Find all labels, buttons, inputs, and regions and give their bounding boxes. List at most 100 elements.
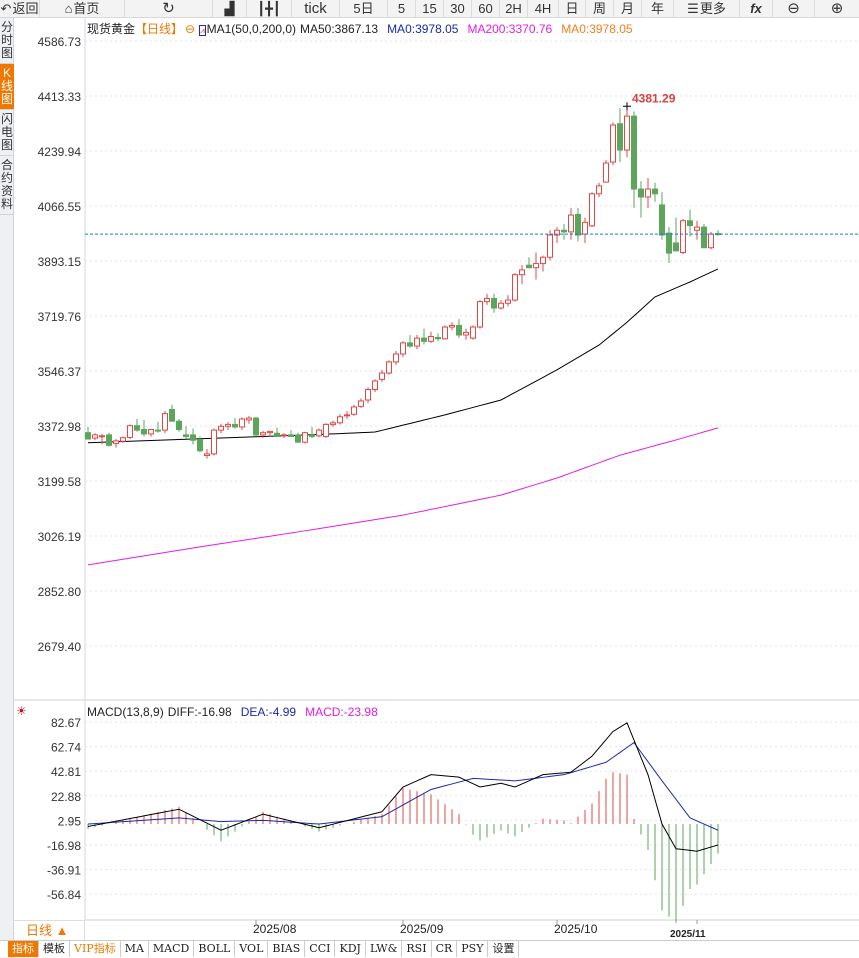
candle-body [428,336,434,342]
candle [561,223,567,240]
candle-body [498,302,504,309]
candle [169,404,175,422]
period-5day[interactable]: 5日 [340,0,388,18]
candle [484,293,490,305]
period-2h[interactable]: 2H [500,0,528,18]
sidebar-item-timeshare[interactable]: 分时图 [0,18,14,64]
tab-macd[interactable]: MACD [149,941,195,957]
settings-icon[interactable]: ⊖ [185,22,196,36]
candle [358,398,364,408]
candle-body [120,437,126,442]
tab-rsi[interactable]: RSI [402,941,432,957]
candle-body [183,434,189,437]
candle-body [400,342,406,355]
chart-type-bar-button[interactable]: ▟ [213,0,247,18]
tick-button[interactable]: tick [292,0,340,18]
tab-cci[interactable]: CCI [305,941,336,957]
candle [92,433,98,441]
period-15min[interactable]: 15 [416,0,444,18]
candle [218,423,224,434]
tab-ma[interactable]: MA [121,941,149,957]
macd-tick-label: 42.81 [51,765,81,779]
refresh-button[interactable]: ↻ [125,0,213,18]
tab-settings[interactable]: 设置 [488,941,520,957]
candle-body [407,342,413,347]
back-button[interactable]: ↶返回 [0,0,40,18]
candle-body [673,242,679,252]
tab-template[interactable]: 模板 [39,941,70,957]
sidebar-item-flash[interactable]: 闪电图 [0,110,14,156]
tab-kdj[interactable]: KDJ [335,941,366,957]
zoom-out-button[interactable]: ⊖ [773,0,815,18]
candle [715,230,721,236]
candle-body [449,324,455,328]
tab-indicators[interactable]: 指标 [8,941,39,957]
period-label: 【日线】 [135,22,184,36]
period-60min[interactable]: 60 [472,0,500,18]
candle [316,428,322,438]
tab-boll[interactable]: BOLL [194,941,236,957]
tab-bias[interactable]: BIAS [268,941,306,957]
candle [155,421,161,433]
candle-body [379,372,385,380]
tab-vip-indicators[interactable]: VIP指标 [70,941,121,957]
candle-body [162,413,168,431]
candle [99,433,105,445]
candle [400,341,406,358]
period-day[interactable]: 日 [559,0,586,18]
price-tick-label: 2852.80 [38,585,82,599]
view-sidebar: 分时图 K线图 闪电图 合约资料 [0,18,14,958]
period-year[interactable]: 年 [642,0,674,18]
candle [274,427,280,438]
formula-button[interactable]: fx [740,0,773,18]
candle [120,436,126,443]
candle-body [596,185,602,195]
candle-body [295,434,301,443]
period-30min[interactable]: 30 [444,0,472,18]
candle [393,350,399,366]
zoom-in-button[interactable]: ⊕ [815,0,859,18]
candle-body [211,429,217,455]
candle-body [624,115,630,151]
candle-body [568,214,574,233]
period-month[interactable]: 月 [614,0,642,18]
chart-type-candle-button[interactable]: ┃╋┃ [247,0,292,18]
candle [596,182,602,197]
period-5min[interactable]: 5 [388,0,416,18]
refresh-icon: ↻ [162,0,175,17]
sidebar-item-kline[interactable]: K线图 [0,64,14,110]
more-button[interactable]: ☰更多 [674,0,740,18]
candle [428,331,434,343]
macd-tick-label: 82.67 [51,716,81,730]
candle-body [582,221,588,235]
candle-body [239,418,245,428]
home-button[interactable]: ⌂首页 [40,0,125,18]
tab-psy[interactable]: PSY [457,941,489,957]
candle [211,428,217,456]
period-selector[interactable]: 日线 ▲ [14,920,85,941]
candle-body [561,229,567,233]
candle [533,252,539,280]
candle-body [666,232,672,254]
candle [498,300,504,310]
tab-cr[interactable]: CR [432,941,458,957]
zoom-in-icon: ⊕ [830,0,844,17]
candle [204,449,210,459]
candle [323,423,329,439]
candle [148,428,154,437]
period-4h[interactable]: 4H [528,0,559,18]
candle-body [99,435,105,438]
tab-lwr[interactable]: LW& [366,941,403,957]
candle-body [85,432,91,440]
period-week[interactable]: 周 [586,0,614,18]
candle-body [92,434,98,439]
ma-chart-icon[interactable]: ⩘ [199,25,206,36]
sidebar-item-contract[interactable]: 合约资料 [0,156,14,215]
candle-body [323,423,329,437]
price-tick-label: 3372.98 [38,420,82,434]
macd-settings-icon[interactable]: ☀ [16,704,27,718]
instrument-name: 现货黄金 [87,22,136,36]
candle [449,322,455,331]
tab-vol[interactable]: VOL [235,941,269,957]
